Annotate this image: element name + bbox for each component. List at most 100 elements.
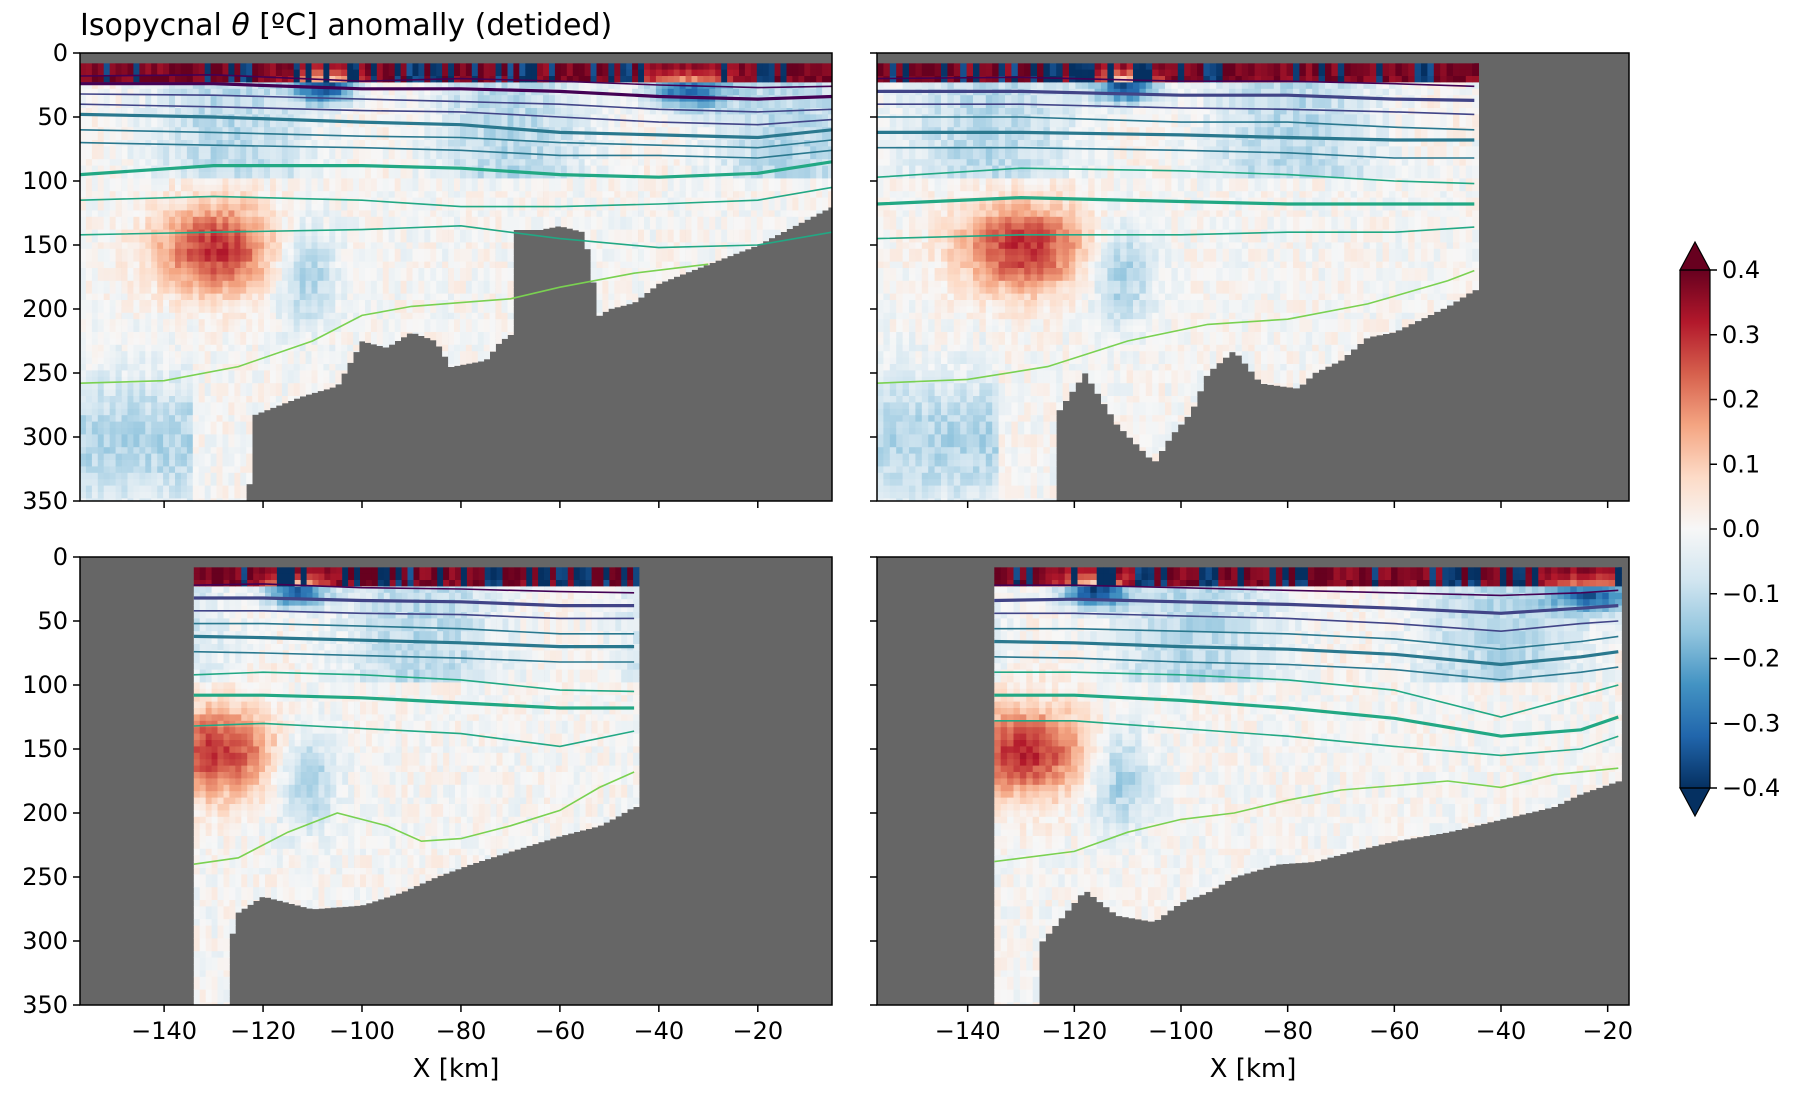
heatmap-cell	[91, 248, 99, 256]
heatmap-cell	[465, 338, 473, 346]
heatmap-cell	[424, 216, 431, 224]
heatmap-cell	[400, 312, 407, 320]
heatmap-cell	[163, 434, 170, 442]
heatmap-cell	[234, 376, 241, 384]
heatmap-cell	[442, 325, 449, 333]
heatmap-cell	[471, 69, 479, 77]
heatmap-cell	[477, 95, 485, 102]
heatmap-cell	[495, 300, 502, 307]
heatmap-cell	[192, 242, 200, 250]
heatmap-cell	[584, 204, 591, 211]
heatmap-cell	[477, 344, 485, 352]
heatmap-cell	[216, 370, 223, 378]
heatmap-cell	[246, 364, 253, 371]
heatmap-cell	[400, 172, 407, 179]
heatmap-cell	[477, 152, 485, 160]
heatmap-cell	[495, 325, 502, 333]
heatmap-cell	[460, 184, 467, 192]
heatmap-cell	[163, 255, 170, 262]
heatmap-cell	[115, 63, 122, 70]
heatmap-cell	[281, 338, 289, 346]
heatmap-cell	[448, 319, 455, 326]
heatmap-cell	[365, 280, 372, 288]
heatmap-cell	[222, 133, 229, 141]
heatmap-cell	[436, 229, 443, 237]
heatmap-cell	[353, 63, 360, 70]
heatmap-cell	[649, 191, 657, 198]
heatmap-cell	[264, 306, 271, 314]
heatmap-cell	[382, 69, 390, 77]
heatmap-cell	[275, 140, 283, 147]
heatmap-cell	[370, 165, 378, 173]
heatmap-cell	[430, 319, 437, 326]
heatmap-cell	[275, 383, 283, 390]
heatmap-cell	[216, 447, 223, 454]
heatmap-cell	[270, 216, 277, 224]
heatmap-cell	[560, 197, 568, 205]
heatmap-cell	[270, 364, 277, 371]
heatmap-cell	[204, 159, 211, 166]
heatmap-cell	[169, 63, 176, 70]
heatmap-cell	[169, 440, 176, 448]
heatmap-cell	[614, 120, 621, 128]
heatmap-cell	[121, 421, 128, 429]
heatmap-cell	[121, 146, 128, 154]
heatmap-cell	[448, 127, 455, 134]
heatmap-cell	[412, 300, 419, 307]
heatmap-cell	[133, 357, 140, 365]
heatmap-cell	[109, 255, 116, 262]
heatmap-cell	[246, 383, 253, 390]
heatmap-cell	[252, 63, 259, 70]
heatmap-cell	[329, 306, 336, 314]
heatmap-cell	[495, 159, 502, 166]
heatmap-cell	[169, 146, 176, 154]
heatmap-cell	[281, 261, 289, 269]
heatmap-cell	[91, 440, 99, 448]
heatmap-cell	[133, 120, 140, 128]
heatmap-cell	[246, 376, 253, 384]
heatmap-cell	[341, 370, 348, 374]
heatmap-cell	[549, 165, 556, 173]
heatmap-cell	[293, 364, 300, 371]
heatmap-cell	[175, 357, 182, 365]
heatmap-cell	[186, 242, 194, 250]
heatmap-cell	[157, 204, 164, 211]
heatmap-cell	[80, 120, 87, 128]
heatmap-cell	[495, 152, 502, 160]
heatmap-cell	[234, 351, 241, 358]
heatmap-cell	[210, 383, 217, 390]
heatmap-cell	[370, 69, 378, 77]
heatmap-cell	[531, 197, 538, 205]
heatmap-cell	[531, 216, 538, 224]
heatmap-cell	[103, 274, 110, 282]
heatmap-cell	[614, 184, 621, 192]
heatmap-cell	[584, 184, 591, 192]
heatmap-cell	[258, 402, 265, 410]
heatmap-cell	[465, 357, 473, 364]
heatmap-cell	[590, 178, 597, 186]
heatmap-cell	[246, 344, 253, 352]
heatmap-cell	[649, 223, 657, 230]
heatmap-cell	[222, 306, 229, 314]
heatmap-cell	[549, 108, 556, 115]
heatmap-cell	[246, 108, 253, 115]
heatmap-cell	[471, 332, 479, 339]
heatmap-cell	[270, 172, 277, 179]
heatmap-cell	[157, 389, 164, 397]
heatmap-cell	[192, 332, 200, 339]
heatmap-cell	[543, 197, 550, 205]
heatmap-cell	[365, 178, 372, 186]
heatmap-cell	[394, 140, 401, 147]
heatmap-cell	[234, 255, 241, 262]
heatmap-cell	[317, 357, 324, 365]
heatmap-cell	[661, 229, 669, 237]
heatmap-cell	[186, 140, 194, 147]
heatmap-cell	[353, 178, 360, 186]
heatmap-cell	[424, 69, 431, 77]
heatmap-cell	[418, 319, 425, 326]
heatmap-cell	[180, 447, 188, 454]
heatmap-cell	[97, 152, 105, 160]
heatmap-cell	[121, 204, 128, 211]
heatmap-cell	[275, 351, 283, 358]
heatmap-cell	[376, 159, 384, 166]
